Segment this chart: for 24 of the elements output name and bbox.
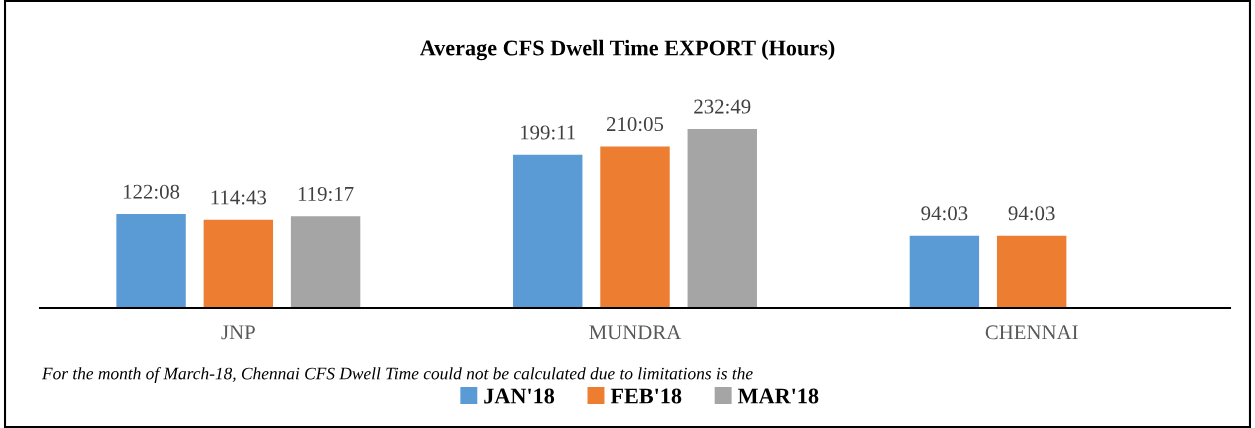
- chart-title: Average CFS Dwell Time EXPORT (Hours): [419, 39, 835, 61]
- x-tick-label: CHENNAI: [985, 325, 1078, 340]
- legend-label: MAR'18: [737, 388, 819, 404]
- bar: [203, 219, 274, 308]
- data-label: 114:43: [211, 190, 267, 205]
- legend-label: FEB'18: [610, 388, 682, 404]
- data-label: 119:17: [298, 186, 354, 202]
- x-tick-label: MUNDRA: [589, 325, 682, 340]
- data-label: 122:08: [123, 184, 180, 199]
- x-tick-label: JNP: [221, 325, 255, 340]
- data-label: 94:03: [921, 206, 968, 221]
- data-label: 94:03: [1008, 206, 1055, 221]
- data-label: 232:49: [694, 99, 751, 114]
- bar: [996, 235, 1067, 308]
- data-label: 210:05: [606, 117, 664, 132]
- bar: [290, 216, 361, 308]
- bar: [513, 154, 583, 308]
- bar: [600, 146, 670, 308]
- bar: [116, 214, 186, 308]
- text: For the month of March-18, Chennai CFS Dwell Time could not be calculated due to limitations is the: [41, 367, 753, 383]
- legend-label: JAN'18: [484, 388, 555, 404]
- bar: [687, 128, 757, 308]
- data-label: 199:11: [521, 125, 576, 140]
- bar: [909, 235, 980, 308]
